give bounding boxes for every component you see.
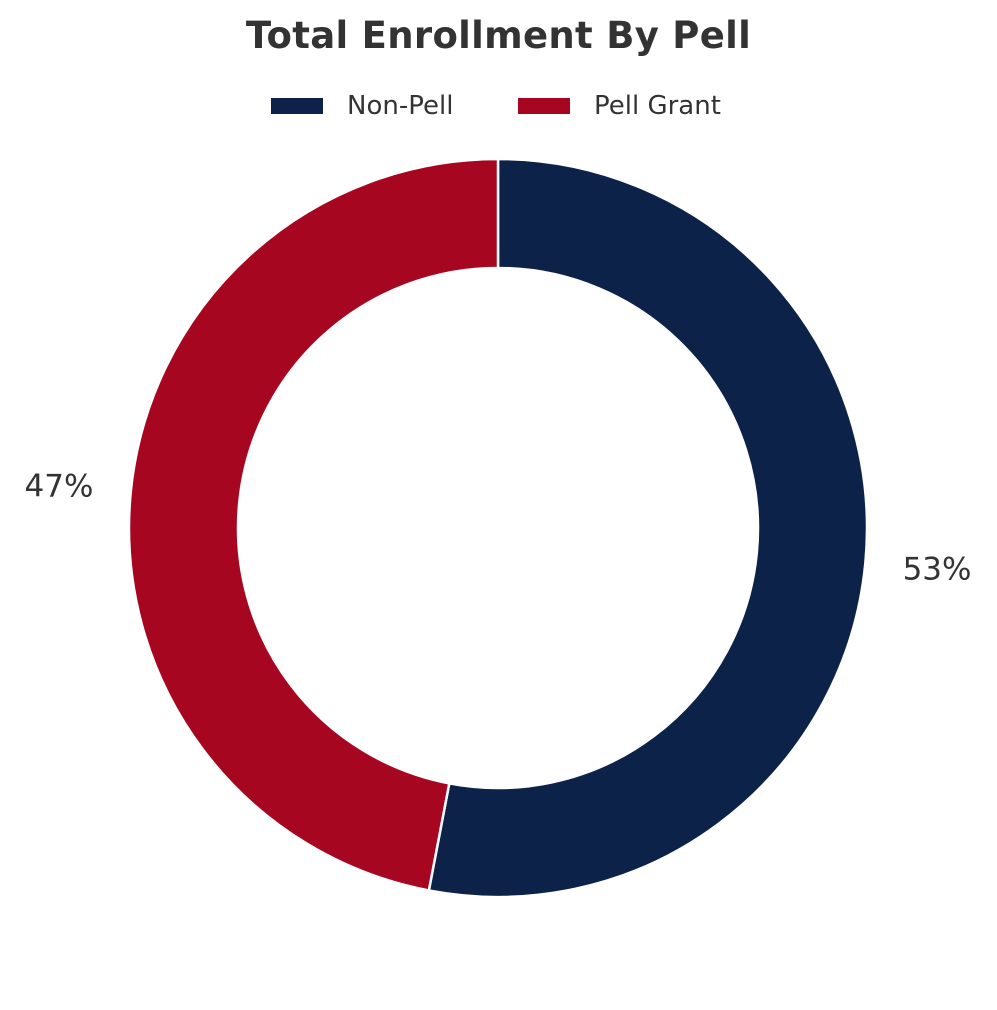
chart-title: Total Enrollment By Pell	[245, 14, 752, 57]
legend-item-non-pell: Non-Pell	[271, 86, 453, 126]
legend-label-pell-grant: Pell Grant	[594, 91, 721, 121]
legend-item-pell-grant: Pell Grant	[518, 86, 721, 126]
legend-label-non-pell: Non-Pell	[347, 91, 454, 121]
slice-label-pell-grant: 47%	[25, 468, 94, 504]
donut-slice-non-pell	[427, 157, 869, 899]
chart-legend: Non-Pell Pell Grant	[0, 86, 997, 126]
slice-label-non-pell: 53%	[903, 552, 972, 588]
legend-swatch-pell-grant	[518, 98, 570, 114]
donut-slice-pell-grant	[127, 157, 500, 892]
legend-swatch-non-pell	[271, 98, 323, 114]
